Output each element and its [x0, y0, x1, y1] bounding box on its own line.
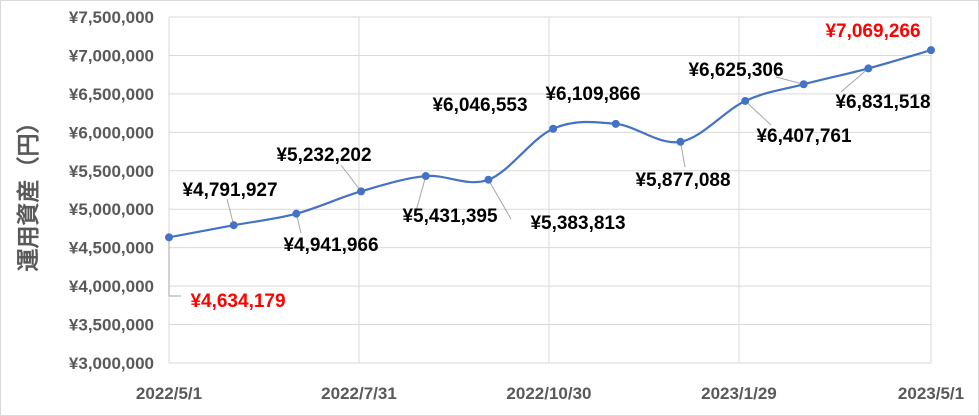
leader-line [840, 68, 869, 93]
leader-line [226, 198, 235, 226]
data-label: ¥6,407,761 [756, 126, 852, 147]
y-axis-title: 運用資産（円） [15, 111, 41, 272]
data-label: ¥6,046,553 [432, 95, 527, 116]
x-tick-label: 2023/1/29 [701, 384, 777, 403]
data-label: ¥4,941,966 [283, 235, 378, 256]
data-point [165, 233, 173, 242]
data-point [292, 209, 301, 218]
y-tick-label: ¥5,500,000 [69, 162, 154, 181]
x-tick-label: 2022/7/31 [321, 384, 397, 403]
data-point [357, 187, 366, 196]
data-label: ¥5,877,088 [635, 170, 730, 191]
data-point [484, 175, 493, 184]
data-point [549, 124, 558, 133]
data-point [927, 46, 935, 55]
y-tick-label: ¥5,000,000 [69, 200, 154, 219]
leader-line [679, 141, 686, 168]
data-label: ¥5,232,202 [276, 145, 371, 166]
y-tick-label: ¥7,500,000 [69, 8, 154, 27]
leader-line [168, 237, 181, 297]
y-tick-label: ¥7,000,000 [69, 46, 154, 65]
data-point [864, 64, 873, 73]
y-tick-label: ¥4,000,000 [69, 277, 154, 296]
x-tick-label: 2022/10/30 [506, 384, 591, 403]
data-point [741, 96, 750, 105]
y-tick-label: ¥3,500,000 [69, 316, 154, 335]
y-tick-label: ¥3,000,000 [69, 354, 154, 373]
data-label: ¥6,625,306 [688, 60, 783, 81]
leader-line [775, 76, 804, 85]
x-tick-label: 2023/5/1 [898, 384, 964, 403]
leader-line [415, 175, 427, 212]
leader-line [340, 164, 362, 192]
data-point [229, 221, 238, 230]
data-point [421, 172, 430, 181]
data-label: ¥4,791,927 [182, 180, 277, 201]
data-label: ¥4,634,179 [190, 291, 285, 312]
y-tick-label: ¥6,500,000 [69, 85, 154, 104]
data-label: ¥7,069,266 [825, 21, 920, 42]
data-point [611, 119, 620, 128]
data-label: ¥5,383,813 [530, 213, 625, 234]
data-label: ¥5,431,395 [402, 206, 498, 227]
leader-line [487, 179, 512, 220]
data-label: ¥6,109,866 [545, 84, 640, 105]
x-tick-label: 2022/5/1 [136, 384, 202, 403]
y-tick-label: ¥4,500,000 [69, 239, 154, 258]
data-label: ¥6,831,518 [835, 92, 930, 113]
y-tick-label: ¥6,000,000 [69, 123, 154, 142]
data-point [799, 80, 808, 89]
leader-line [744, 100, 772, 126]
data-point [676, 137, 685, 146]
